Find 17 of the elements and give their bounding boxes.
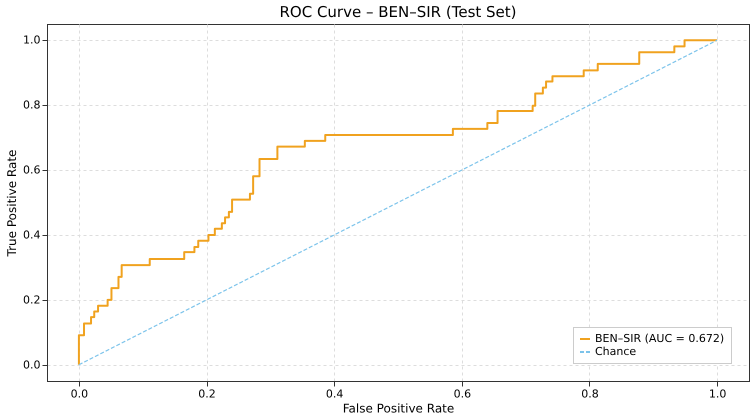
x-tick-label: 1.0 [708,388,726,400]
x-tick-label: 0.6 [454,388,472,400]
y-tick-label: 0.8 [23,98,40,112]
x-axis-title: False Positive Rate [342,402,454,416]
x-tick-label: 0.2 [198,388,216,400]
x-tick-label: 0.0 [70,388,88,400]
chart-title: ROC Curve – BEN–SIR (Test Set) [279,3,517,21]
y-tick-label: 0.2 [23,293,40,306]
y-tick-label: 0.0 [23,358,40,372]
y-axis-title: True Positive Rate [5,150,20,258]
legend-label: BEN–SIR (AUC = 0.672) [595,332,724,345]
y-tick-label: 0.6 [23,164,40,177]
x-tick-label: 0.4 [326,388,344,400]
legend-label: Chance [595,345,636,358]
y-tick-label: 1.0 [23,34,40,47]
y-tick-label: 0.4 [23,228,40,242]
x-tick-label: 0.8 [581,388,599,400]
